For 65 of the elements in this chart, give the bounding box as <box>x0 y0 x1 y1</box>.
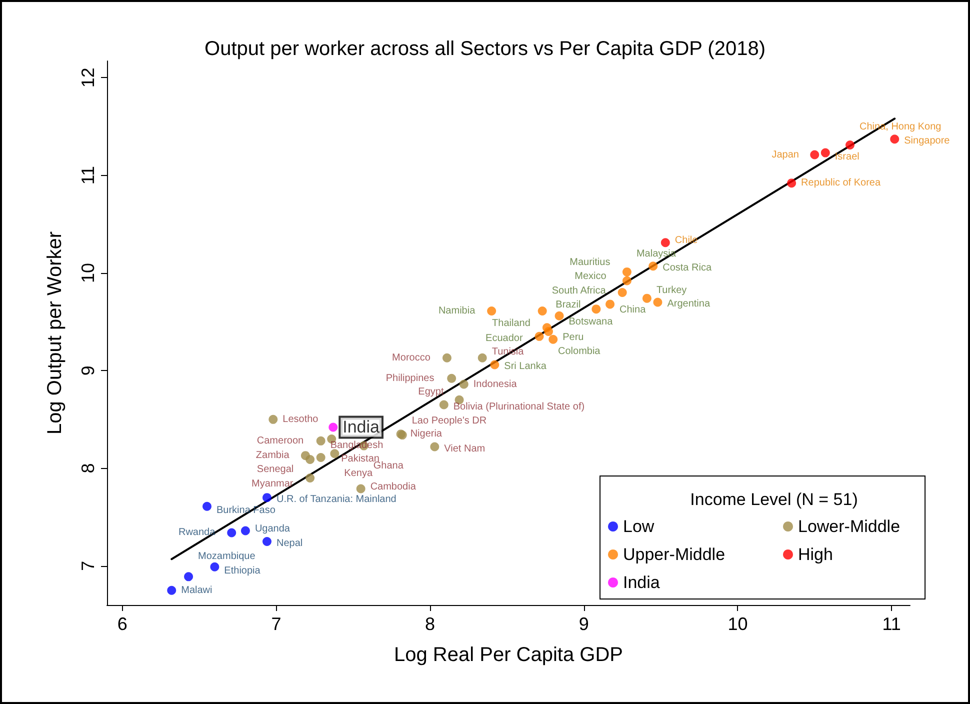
data-label: Botswana <box>568 316 614 328</box>
y-tick-label: 9 <box>78 366 98 376</box>
chart-title: Output per worker across all Sectors vs Per Capita GDP (2018) <box>204 38 766 60</box>
data-label: Singapore <box>904 136 950 147</box>
x-axis-title: Log Real Per Capita GDP <box>394 644 624 666</box>
data-label: Lao People's DR <box>412 416 487 427</box>
data-label: Indonesia <box>473 378 518 390</box>
data-label: Republic of Korea <box>801 178 881 189</box>
x-tick-label: 7 <box>271 614 282 634</box>
data-label: Cameroon <box>256 435 304 446</box>
x-tick-label: 6 <box>117 614 128 634</box>
y-tick-label: 11 <box>78 166 98 185</box>
y-tick-label: 12 <box>78 68 98 88</box>
data-label: South Africa <box>552 286 606 297</box>
data-label: Sri Lanka <box>504 361 547 372</box>
data-label: Japan <box>772 149 799 160</box>
data-label: Mauritius <box>570 257 610 268</box>
data-label: U.R. of Tanzania: Mainland <box>276 494 396 506</box>
data-label: Burkina Faso <box>216 504 276 516</box>
data-label: Nigeria <box>410 428 442 440</box>
data-label: India <box>342 418 380 437</box>
legend-label: Lower-Middle <box>798 517 900 536</box>
data-label: Peru <box>562 332 584 343</box>
data-label: Namibia <box>438 306 476 317</box>
data-label: Ghana <box>373 460 404 472</box>
data-label: Colombia <box>558 346 601 358</box>
data-label: Mozambique <box>198 551 256 562</box>
data-label: Costa Rica <box>662 262 712 274</box>
x-tick-label: 10 <box>728 614 748 634</box>
data-label: Morocco <box>392 352 431 364</box>
legend-label: High <box>798 545 833 564</box>
data-label: Malawi <box>181 584 212 596</box>
data-label: Thailand <box>492 318 530 330</box>
data-label: Bolivia (Plurinational State of) <box>453 401 585 412</box>
data-label: Argentina <box>667 298 710 310</box>
data-label: Philippines <box>386 372 434 384</box>
x-tick-label: 11 <box>882 614 901 634</box>
data-label: Viet Nam <box>444 443 486 454</box>
data-label: Senegal <box>256 464 294 475</box>
data-label: Nepal <box>276 538 303 550</box>
data-label: Israel <box>834 151 860 162</box>
data-label: Mexico <box>574 270 607 282</box>
legend-label: India <box>623 573 660 592</box>
legend-label: Upper-Middle <box>623 545 726 564</box>
data-label: Egypt <box>418 386 444 398</box>
data-label: Turkey <box>656 284 687 296</box>
data-label: Ecuador <box>486 332 524 344</box>
data-label: Uganda <box>254 523 290 534</box>
y-tick-label: 7 <box>78 560 98 571</box>
data-label: Cambodia <box>370 481 416 492</box>
y-tick-label: 10 <box>78 262 98 283</box>
data-label: Ethiopia <box>224 565 261 576</box>
data-label: Kenya <box>344 468 373 480</box>
legend-label: Low <box>623 517 655 536</box>
y-axis-title: Log Output per Worker <box>44 231 66 435</box>
y-tick-label: 8 <box>78 463 98 474</box>
data-label: Rwanda <box>178 527 216 538</box>
legend-title: Income Level (N = 51) <box>690 490 858 509</box>
data-label: Zambia <box>256 450 290 462</box>
data-label: China <box>620 304 646 316</box>
data-label: Lesotho <box>282 414 319 425</box>
x-tick-label: 8 <box>425 614 436 634</box>
x-tick-label: 9 <box>578 614 589 634</box>
data-label: Myanmar <box>252 478 294 490</box>
data-label: Brazil <box>556 300 581 311</box>
